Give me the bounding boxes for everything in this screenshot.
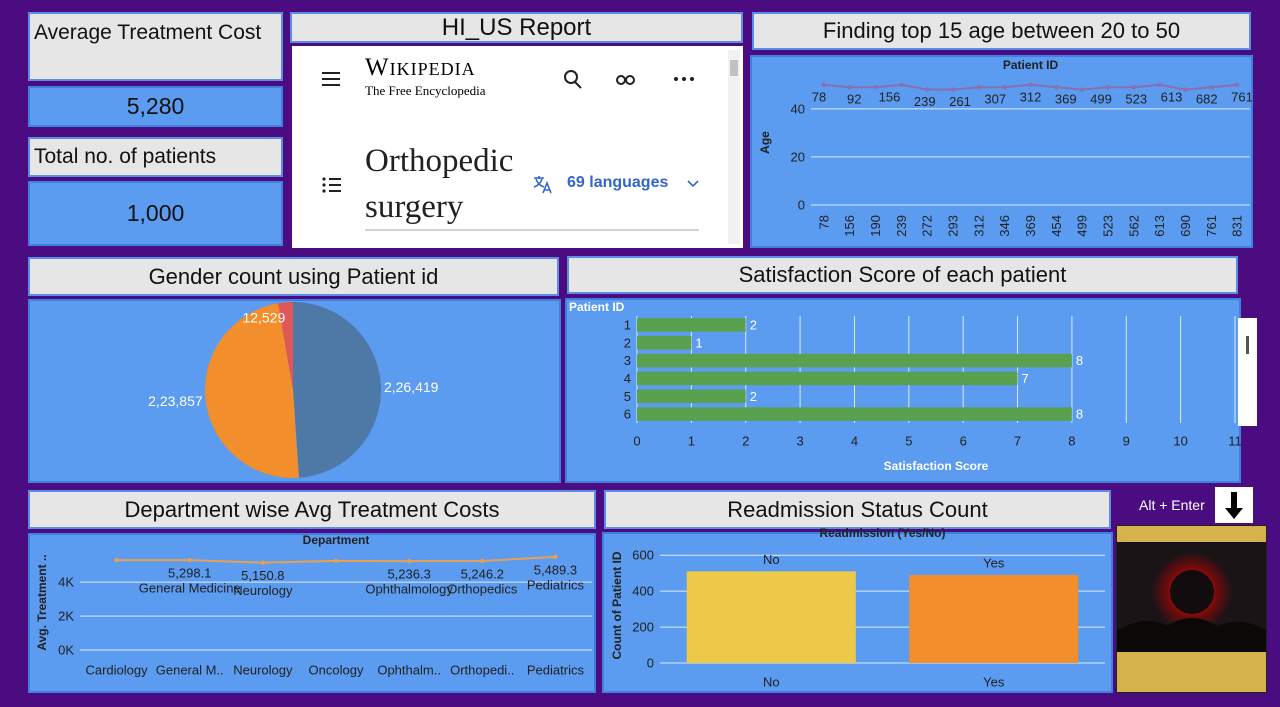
chart-panel [602,532,1113,693]
toc-icon[interactable] [322,177,326,193]
chart-title: Satisfaction Score of each patient [567,256,1238,294]
watch-icon[interactable] [616,75,635,85]
kpi-value: 5,280 [28,86,283,127]
shortcut-button[interactable] [1215,487,1253,523]
report-title: HI_US Report [290,12,743,43]
more-icon[interactable] [674,77,694,81]
language-icon[interactable] [533,176,699,194]
chart-panel [28,299,561,483]
scrollbar[interactable] [728,50,740,244]
down-arrow [1225,492,1243,519]
wiki-tagline: The Free Encyclopedia [365,83,486,98]
wiki-icons [322,50,740,244]
shortcut-label: Alt + Enter [1139,497,1205,513]
image [1117,542,1266,652]
article-title: Orthopedic surgery [365,143,514,225]
kpi-value: 1,000 [28,181,283,246]
chart-title: Finding top 15 age between 20 to 50 [752,12,1251,50]
languages-link[interactable]: 69 languages [567,174,669,191]
arrow-icon [1225,492,1243,519]
chart-title: Readmission Status Count [604,490,1111,529]
scroll-thumb[interactable] [1246,336,1249,354]
chart-panel [750,55,1253,248]
chart-title: Gender count using Patient id [28,257,559,296]
search-icon[interactable] [564,70,582,89]
chart-panel [28,533,596,693]
scroll-thumb[interactable] [730,60,738,76]
wiki-embed: Wikipedia The Free Encyclopedia Orthoped… [292,46,743,248]
toc-lines [329,178,341,192]
scrollbar[interactable] [1238,318,1257,426]
image-eclipse [1170,570,1214,614]
image-frame [1116,525,1267,693]
image-ground [1117,618,1266,652]
kpi-title: Total no. of patients [28,137,283,177]
chart-panel [565,298,1241,483]
chart-title: Department wise Avg Treatment Costs [28,490,596,529]
wiki-logo[interactable]: Wikipedia [365,54,476,81]
kpi-title: Average Treatment Cost [28,12,283,81]
menu-icon[interactable] [322,72,340,86]
